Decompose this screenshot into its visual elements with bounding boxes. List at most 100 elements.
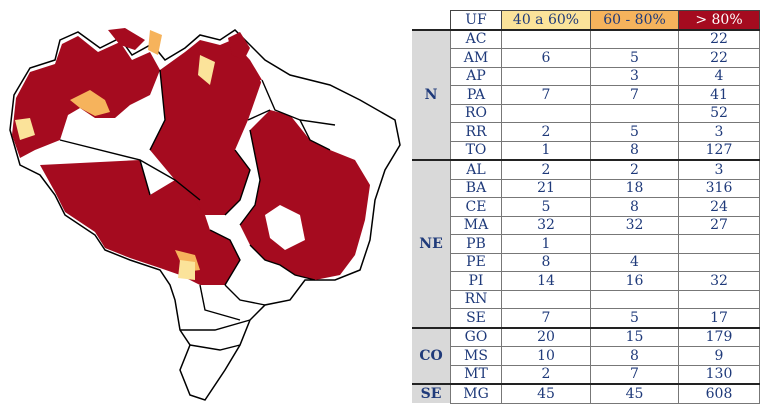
mid-value-cell: 8: [590, 346, 679, 366]
low-value-cell: [501, 103, 591, 123]
high-value-cell: 179: [678, 326, 760, 347]
low-value-cell: 20: [501, 326, 591, 347]
table-row: RO 52: [412, 103, 760, 123]
header-uf: UF: [450, 10, 502, 30]
mid-zone-1: [70, 90, 110, 116]
white-area-3: [260, 80, 345, 125]
high-value-cell: [678, 252, 760, 272]
header-blank: [412, 10, 451, 30]
mid-value-cell: 2: [590, 159, 679, 180]
uf-cell: GO: [450, 326, 502, 347]
uf-cell: PE: [450, 252, 502, 272]
high-value-cell: 9: [678, 346, 760, 366]
mid-value-cell: 18: [590, 178, 679, 198]
white-area-4: [340, 105, 390, 150]
low-value-cell: [501, 66, 591, 86]
high-value-cell: 3: [678, 159, 760, 180]
low-zone-3: [178, 260, 195, 280]
high-value-cell: 127: [678, 140, 760, 161]
uf-cell: CE: [450, 197, 502, 217]
table-row: N AC 22: [412, 28, 760, 160]
low-value-cell: 8: [501, 252, 591, 272]
table-row: SE 7 5 17: [412, 308, 760, 328]
high-value-cell: 316: [678, 178, 760, 198]
header-mid: 60 - 80%: [590, 10, 679, 30]
mid-value-cell: 45: [590, 383, 679, 404]
mid-value-cell: 5: [590, 122, 679, 142]
uf-cell: PI: [450, 271, 502, 291]
low-value-cell: 2: [501, 122, 591, 142]
uf-cell: AP: [450, 66, 502, 86]
table-row: PB 1: [412, 234, 760, 254]
uf-cell: MG: [450, 383, 502, 404]
table-row: MA 32 32 27: [412, 215, 760, 235]
table-row: MT 2 7 130: [412, 364, 760, 385]
uf-cell: MT: [450, 364, 502, 385]
low-zone-1: [15, 118, 35, 140]
uf-cell: AL: [450, 159, 502, 180]
table-row: TO 1 8 127: [412, 140, 760, 161]
high-value-cell: 32: [678, 271, 760, 291]
high-value-cell: 17: [678, 308, 760, 328]
table-body: N AC 22 AM 6 5 22 AP 3 4 PA 7 7 41 RO 52 RR 2 5 3 TO 1 8 127 NE A…: [412, 28, 760, 404]
white-area-2: [265, 205, 305, 250]
uf-cell: RR: [450, 122, 502, 142]
state-borders: [59, 69, 336, 351]
mid-value-cell: 32: [590, 215, 679, 235]
low-value-cell: 2: [501, 159, 591, 180]
mid-value-cell: 4: [590, 252, 679, 272]
brazil-map: [9, 28, 401, 401]
low-value-cell: 1: [501, 234, 591, 254]
high-value-cell: 22: [678, 48, 760, 68]
low-zone-2: [198, 55, 215, 85]
low-value-cell: 7: [501, 85, 591, 105]
mid-value-cell: 3: [590, 66, 679, 86]
high-zone-rr: [108, 28, 145, 50]
region-label: NE: [412, 159, 451, 328]
high-value-cell: 130: [678, 364, 760, 385]
header-low: 40 a 60%: [501, 10, 591, 30]
mid-value-cell: 7: [590, 364, 679, 385]
uf-cell: MA: [450, 215, 502, 235]
mid-zone-2: [148, 30, 162, 55]
data-table: UF 40 a 60% 60 - 80% > 80% N AC 22 AM 6 5 22 AP…: [412, 10, 760, 404]
high-zone-ap: [228, 32, 250, 60]
uf-cell: TO: [450, 140, 502, 161]
white-area-1: [70, 118, 105, 132]
uf-cell: PB: [450, 234, 502, 254]
low-value-cell: 14: [501, 271, 591, 291]
mid-value-cell: 8: [590, 197, 679, 217]
mid-value-cell: 5: [590, 48, 679, 68]
uf-cell: RO: [450, 103, 502, 123]
mid-value-cell: 8: [590, 140, 679, 161]
high-value-cell: [678, 289, 760, 309]
table-row: AM 6 5 22: [412, 48, 760, 68]
uf-cell: AM: [450, 48, 502, 68]
low-value-cell: 1: [501, 140, 591, 161]
table-row: PI 14 16 32: [412, 271, 760, 291]
table-row: PA 7 7 41: [412, 85, 760, 105]
uf-cell: MS: [450, 346, 502, 366]
low-value-cell: [501, 289, 591, 309]
region-label: CO: [412, 326, 451, 384]
high-value-cell: [678, 234, 760, 254]
mid-value-cell: [590, 234, 679, 254]
mid-value-cell: 5: [590, 308, 679, 328]
high-value-cell: 41: [678, 85, 760, 105]
low-value-cell: 7: [501, 308, 591, 328]
table-row: PE 8 4: [412, 252, 760, 272]
high-value-cell: 3: [678, 122, 760, 142]
header-row: UF 40 a 60% 60 - 80% > 80%: [412, 10, 760, 30]
high-value-cell: 608: [678, 383, 760, 404]
high-value-cell: 52: [678, 103, 760, 123]
mid-value-cell: [590, 103, 679, 123]
high-zone-center: [150, 40, 262, 215]
table-row: BA 21 18 316: [412, 178, 760, 198]
mid-value-cell: 15: [590, 326, 679, 347]
mid-value-cell: 16: [590, 271, 679, 291]
uf-cell: PA: [450, 85, 502, 105]
low-value-cell: 5: [501, 197, 591, 217]
table-row: NE AL 2 2 3: [412, 159, 760, 328]
low-value-cell: [501, 28, 591, 49]
high-value-cell: 27: [678, 215, 760, 235]
